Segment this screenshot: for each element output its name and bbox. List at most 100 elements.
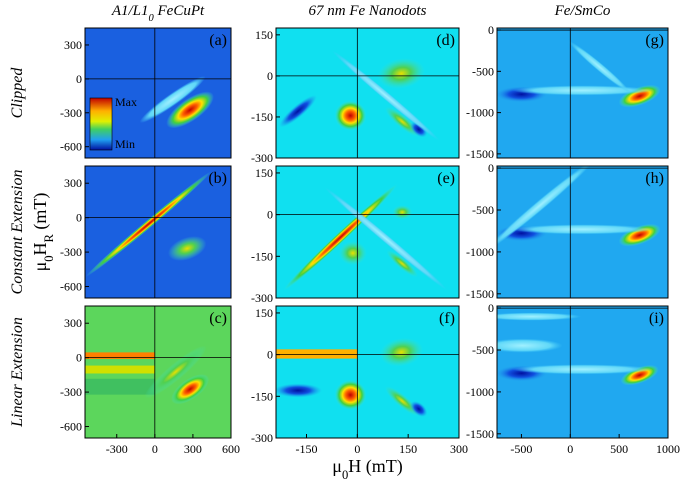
y-tick-label: -500 bbox=[472, 64, 494, 78]
contour-feature bbox=[279, 95, 317, 128]
y-tick-label: 0 bbox=[488, 161, 494, 175]
column-title: A1/L10 FeCuPt bbox=[111, 3, 205, 24]
x-tick-label: -150 bbox=[296, 442, 318, 456]
panel-label: (i) bbox=[649, 310, 664, 327]
contour-feature bbox=[568, 41, 631, 93]
y-tick-label: 0 bbox=[488, 23, 494, 37]
y-tick-label: -150 bbox=[251, 249, 273, 263]
panel-background bbox=[85, 166, 231, 298]
y-tick-label: 0 bbox=[76, 72, 82, 86]
x-tick-label: 300 bbox=[450, 442, 468, 456]
x-tick-label: -500 bbox=[510, 442, 532, 456]
y-tick-label: 0 bbox=[488, 301, 494, 315]
y-tick-label: 300 bbox=[64, 316, 82, 330]
panel-contour bbox=[276, 28, 459, 158]
y-tick-label: 0 bbox=[76, 211, 82, 225]
y-tick-label: 0 bbox=[267, 348, 273, 362]
y-tick-label: 150 bbox=[255, 306, 273, 320]
y-tick-label: -150 bbox=[251, 110, 273, 124]
panel-frame bbox=[275, 165, 460, 299]
y-tick-label: 0 bbox=[267, 69, 273, 83]
y-tick-label: -300 bbox=[60, 385, 82, 399]
text-part: Fe/SmCo bbox=[554, 3, 611, 19]
x-tick-label: 300 bbox=[184, 442, 202, 456]
panel-label: (f) bbox=[439, 310, 455, 327]
y-tick-label: 300 bbox=[64, 38, 82, 52]
x-tick-label: -300 bbox=[106, 442, 128, 456]
contour-feature bbox=[384, 106, 420, 137]
x-tick-label: 0 bbox=[354, 442, 360, 456]
text-part: R bbox=[42, 233, 56, 242]
contour-feature bbox=[144, 345, 207, 399]
contour-feature bbox=[338, 241, 367, 266]
panel-label: (g) bbox=[645, 32, 664, 49]
panel-frame bbox=[84, 305, 232, 439]
y-axis-label: μ0HR (mT) bbox=[30, 193, 56, 272]
contour-feature bbox=[410, 401, 428, 417]
x-tick-label: 150 bbox=[399, 442, 417, 456]
y-tick-label: -1500 bbox=[466, 287, 494, 301]
row-label: Clipped bbox=[9, 67, 26, 119]
text-part: FeCuPt bbox=[154, 3, 205, 19]
y-tick-label: -1500 bbox=[466, 427, 494, 441]
panel-frame bbox=[84, 165, 232, 299]
contour-feature bbox=[166, 91, 214, 129]
column-title: 67 nm Fe Nanodots bbox=[309, 3, 427, 19]
y-tick-label: 0 bbox=[267, 208, 273, 222]
panel-frame bbox=[275, 305, 460, 439]
contour-feature bbox=[512, 85, 653, 96]
panel-contour bbox=[497, 306, 668, 438]
contour-feature bbox=[392, 205, 413, 220]
y-tick-label: -1000 bbox=[466, 106, 494, 120]
y-tick-label: -300 bbox=[251, 291, 273, 305]
contour-feature bbox=[334, 379, 367, 410]
y-tick-label: 150 bbox=[255, 166, 273, 180]
panel-contour bbox=[276, 306, 459, 438]
colorbar-max: Max bbox=[115, 95, 137, 109]
text-part: (mT) bbox=[30, 193, 51, 234]
y-tick-label: -1500 bbox=[466, 147, 494, 161]
panel-background bbox=[276, 28, 459, 158]
y-tick-label: -300 bbox=[60, 245, 82, 259]
contour-feature bbox=[168, 236, 207, 261]
contour-feature bbox=[497, 312, 582, 321]
contour-feature bbox=[377, 58, 426, 89]
panel-label: (b) bbox=[208, 170, 227, 187]
colorbar bbox=[89, 97, 113, 151]
x-tick-label: 500 bbox=[610, 442, 628, 456]
contour-feature bbox=[512, 364, 653, 375]
contour-feature bbox=[171, 374, 210, 405]
y-tick-label: -500 bbox=[472, 343, 494, 357]
panel-frame bbox=[496, 165, 669, 299]
y-tick-label: -300 bbox=[251, 151, 273, 165]
x-tick-label: 1000 bbox=[656, 442, 680, 456]
y-tick-label: -600 bbox=[60, 140, 82, 154]
panel-frame bbox=[84, 27, 232, 159]
x-tick-label: 0 bbox=[152, 442, 158, 456]
contour-feature bbox=[334, 100, 367, 131]
contour-feature bbox=[386, 250, 418, 278]
contour-feature bbox=[283, 183, 398, 291]
panel-contour bbox=[276, 166, 459, 298]
y-tick-label: 150 bbox=[255, 28, 273, 42]
contour-feature bbox=[276, 383, 322, 398]
panel-label: (d) bbox=[436, 32, 455, 49]
text-part: μ bbox=[30, 262, 50, 272]
contour-feature bbox=[85, 171, 212, 277]
x-tick-label: 600 bbox=[222, 442, 240, 456]
y-tick-label: 0 bbox=[76, 351, 82, 365]
panel-contour bbox=[85, 306, 231, 438]
x-tick-label: 0 bbox=[567, 442, 573, 456]
contour-feature bbox=[497, 338, 563, 353]
streak bbox=[276, 349, 358, 359]
panel-frame bbox=[275, 27, 460, 159]
streak bbox=[85, 365, 155, 374]
y-tick-label: -500 bbox=[472, 203, 494, 217]
text-part: 0 bbox=[42, 255, 56, 261]
contour-feature bbox=[512, 224, 653, 235]
y-tick-label: -1000 bbox=[466, 245, 494, 259]
row-label: Constant Extension bbox=[9, 170, 26, 295]
contour-feature bbox=[139, 76, 206, 123]
panel-contour bbox=[497, 28, 668, 158]
